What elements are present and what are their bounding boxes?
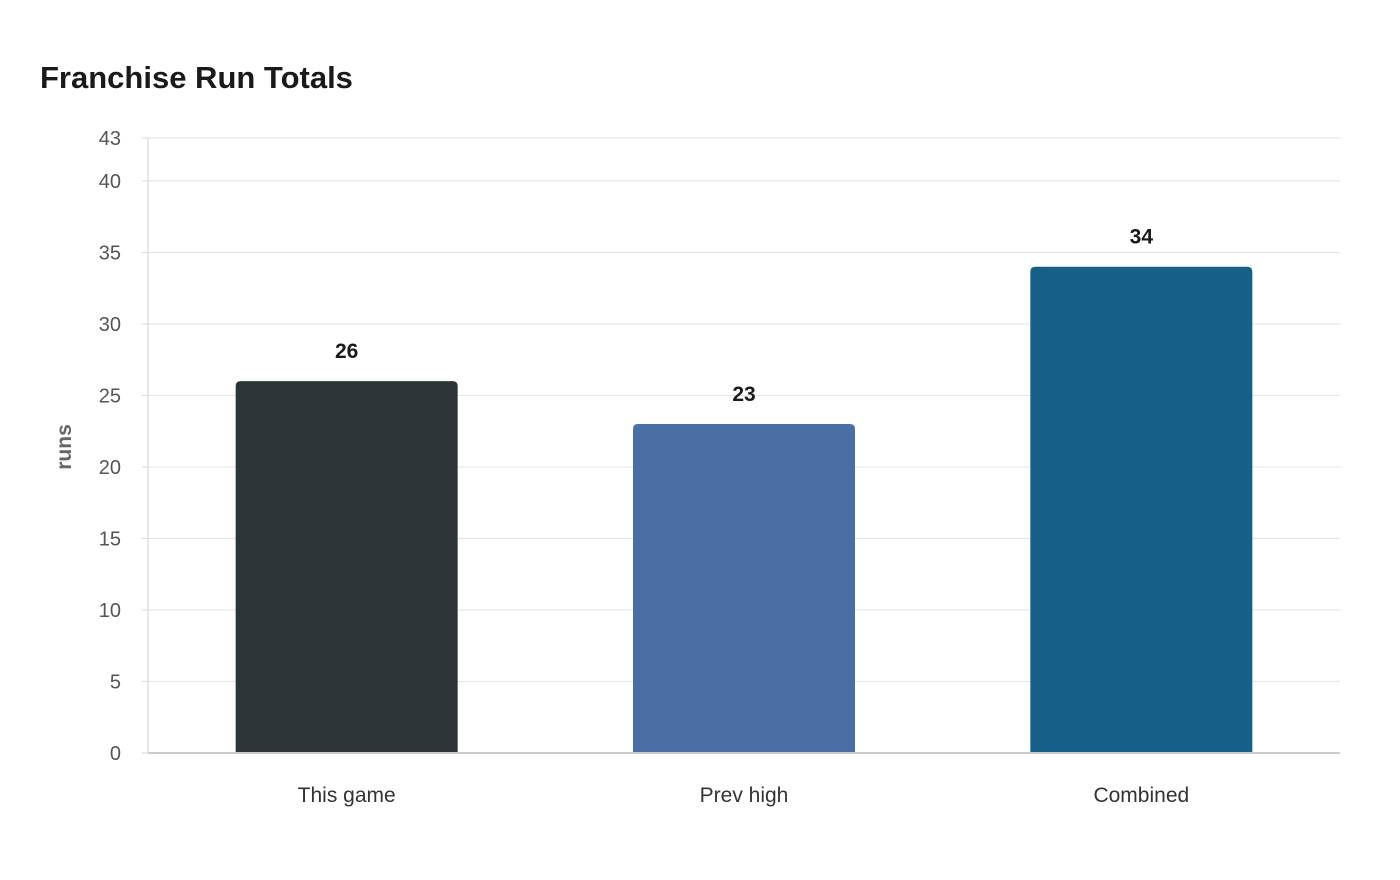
y-tick-label: 20 <box>99 457 121 479</box>
chart-title: Franchise Run Totals <box>40 60 353 95</box>
bars <box>235 266 1253 753</box>
data-label: 26 <box>335 340 358 363</box>
bar-combined <box>1030 266 1253 753</box>
x-tick-label: This game <box>298 784 396 807</box>
y-tick-label: 5 <box>110 671 121 693</box>
y-tick-label: 40 <box>99 171 121 193</box>
y-tick-label: 0 <box>110 743 121 765</box>
y-axis-title: runs <box>53 424 76 470</box>
data-label: 34 <box>1130 226 1154 249</box>
y-tick-label: 43 <box>99 128 121 150</box>
x-tick-label: Prev high <box>700 784 789 807</box>
data-label: 23 <box>732 383 755 406</box>
labels: 0 5 10 15 20 25 30 35 40 43 26 This game 23 Prev high… <box>99 128 1189 807</box>
bar-prev-high <box>633 424 855 753</box>
y-tick-label: 25 <box>99 385 121 407</box>
y-tick-label: 35 <box>99 242 121 264</box>
bar-this-game <box>235 381 458 753</box>
y-tick-label: 30 <box>99 314 121 336</box>
y-tick-label: 10 <box>99 600 121 622</box>
y-tick-label: 15 <box>99 528 121 550</box>
axes <box>142 137 1340 754</box>
x-tick-label: Combined <box>1093 784 1189 807</box>
